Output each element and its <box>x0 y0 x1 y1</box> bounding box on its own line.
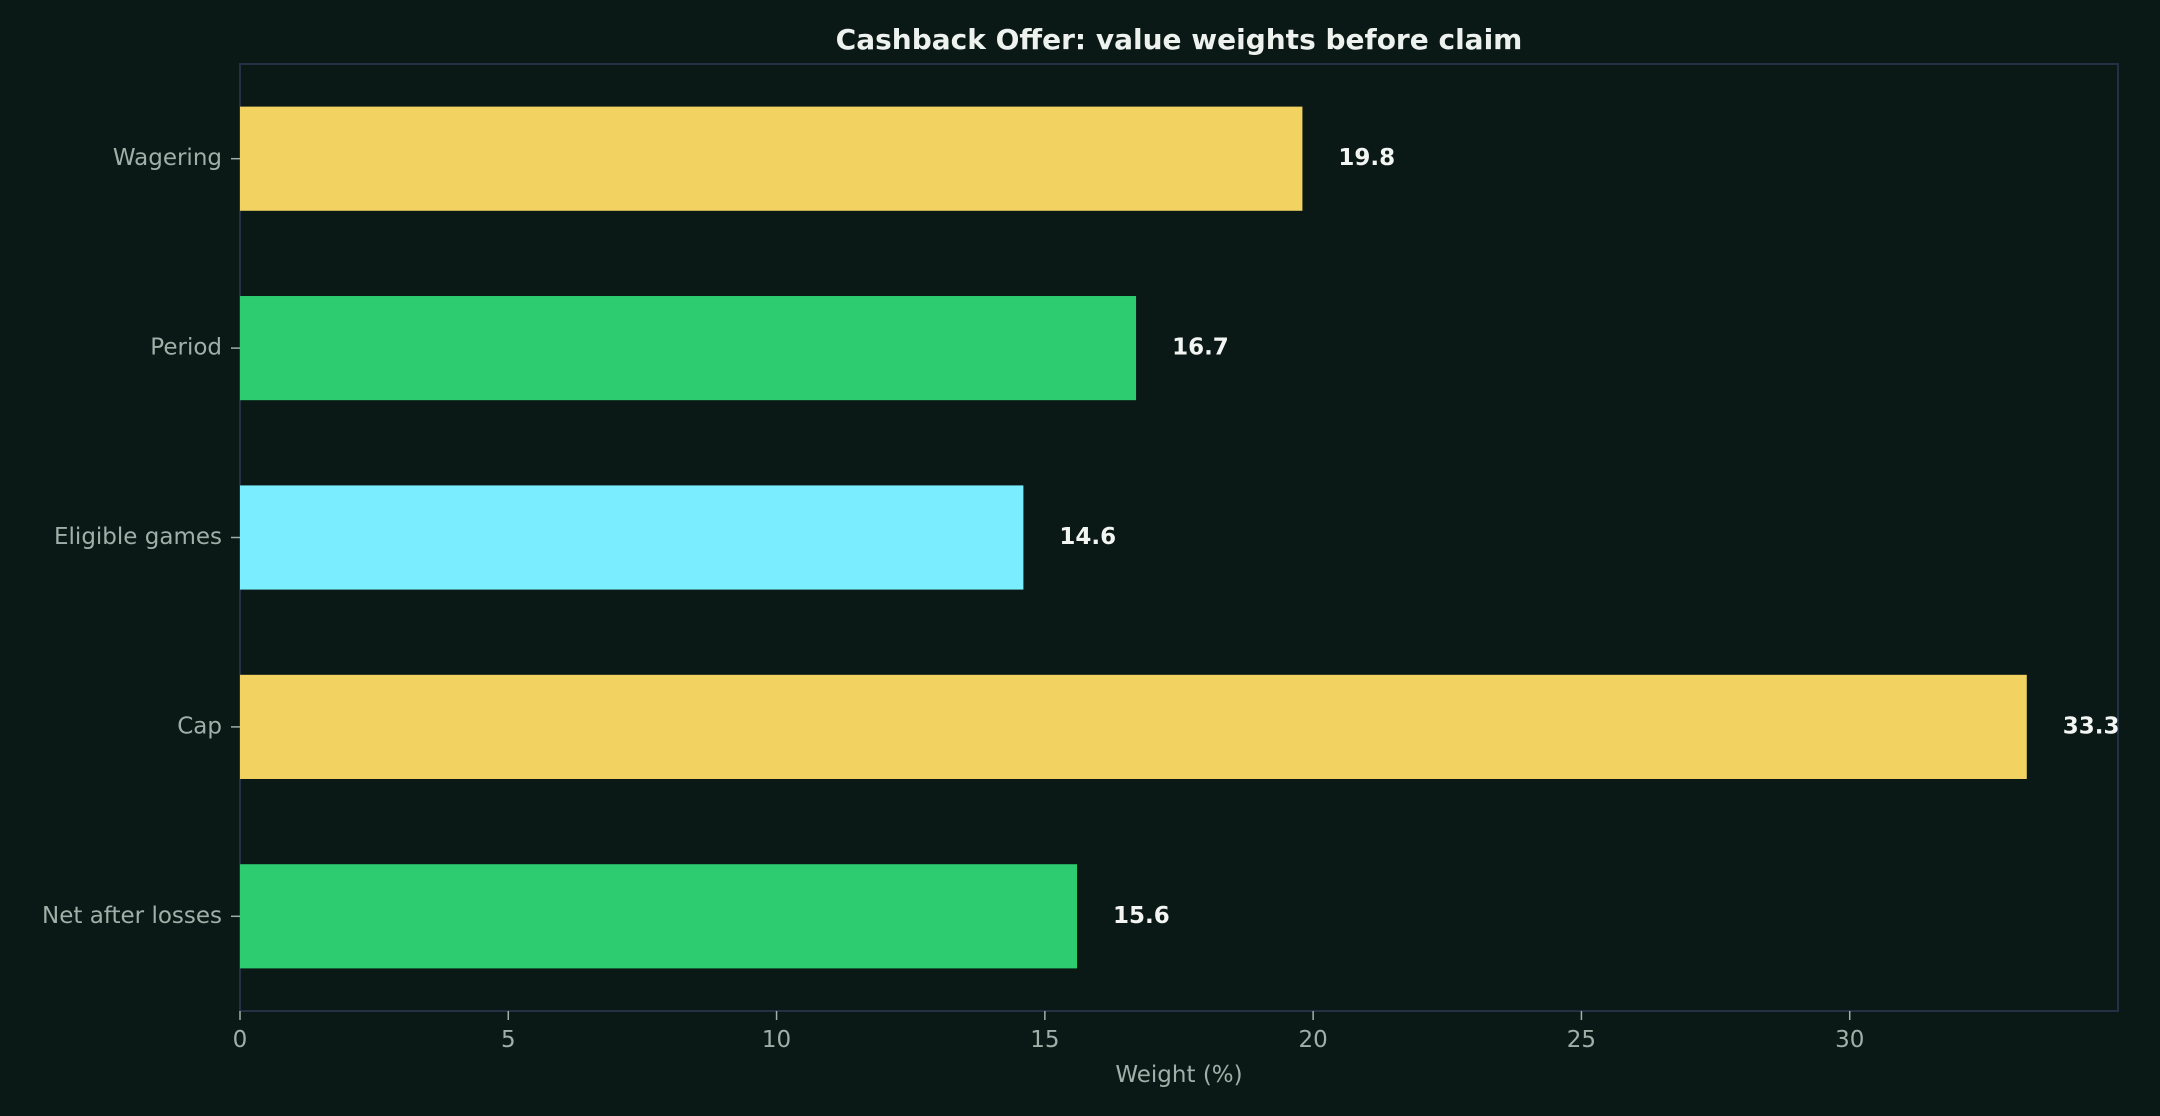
y-tick-label: Eligible games <box>54 524 222 550</box>
chart-title: Cashback Offer: value weights before cla… <box>836 23 1523 56</box>
x-tick-label: 10 <box>762 1027 791 1053</box>
y-tick-label: Wagering <box>113 145 222 171</box>
x-axis-label: Weight (%) <box>1115 1062 1242 1088</box>
bar <box>240 106 1303 211</box>
x-tick-label: 0 <box>233 1027 248 1053</box>
y-axis: Wagering Period Eligible games Cap Net after… <box>42 145 240 929</box>
x-axis: 0 5 10 15 20 25 30 <box>233 1011 1864 1053</box>
bar <box>240 864 1078 969</box>
y-tick-label: Net after losses <box>42 903 222 929</box>
bar-value-label: 14.6 <box>1059 524 1116 550</box>
x-tick-label: 20 <box>1299 1027 1328 1053</box>
x-tick-label: 15 <box>1030 1027 1059 1053</box>
bar <box>240 485 1024 590</box>
bar <box>240 296 1137 401</box>
y-tick-label: Cap <box>177 713 222 739</box>
x-tick-label: 5 <box>501 1027 516 1053</box>
bar <box>240 674 2027 779</box>
bar-value-label: 19.8 <box>1338 145 1395 171</box>
x-tick-label: 25 <box>1567 1027 1596 1053</box>
bar-value-label: 16.7 <box>1172 335 1229 361</box>
x-tick-label: 30 <box>1835 1027 1864 1053</box>
bar-value-label: 33.3 <box>2063 713 2120 739</box>
bar-value-label: 15.6 <box>1113 903 1170 929</box>
y-tick-label: Period <box>150 335 222 361</box>
bars-layer: 19.8 16.7 14.6 33.3 15.6 <box>240 106 2120 969</box>
